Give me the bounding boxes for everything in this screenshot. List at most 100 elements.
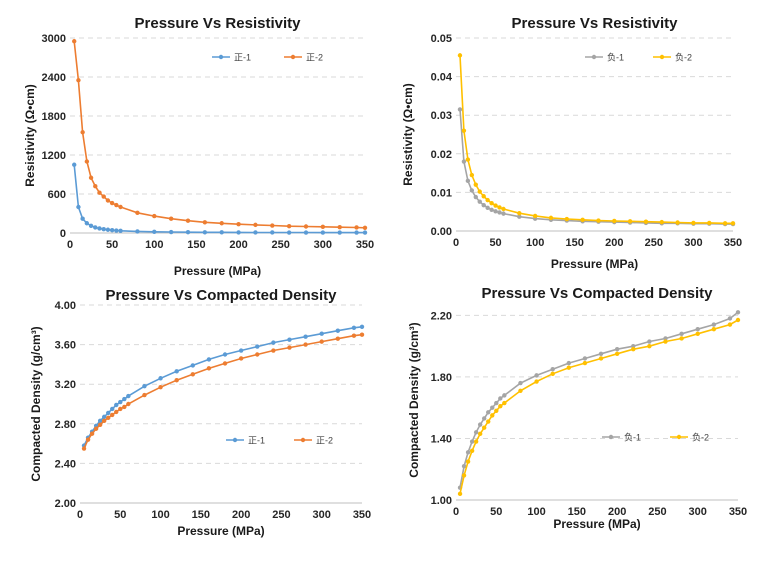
data-point bbox=[490, 413, 495, 418]
data-point bbox=[253, 230, 258, 235]
x-axis-label: Pressure (MPa) bbox=[551, 257, 638, 271]
data-point bbox=[518, 388, 523, 393]
data-point bbox=[319, 331, 324, 336]
series-0 bbox=[72, 162, 368, 235]
data-point bbox=[493, 209, 498, 214]
data-point bbox=[238, 348, 244, 353]
chart-br: 0 50 100 150 200 250 300 350 1.00 1.40 1.80 2.20 Pre… bbox=[407, 285, 747, 531]
y-tick-label: 1.80 bbox=[431, 372, 452, 384]
data-point bbox=[122, 404, 127, 410]
x-tick-label: 150 bbox=[192, 509, 210, 521]
data-point bbox=[359, 332, 365, 337]
x-tick-label: 150 bbox=[187, 239, 205, 251]
data-point bbox=[534, 379, 539, 384]
x-tick-label: 150 bbox=[568, 506, 586, 518]
data-point bbox=[477, 189, 482, 194]
data-point bbox=[72, 162, 77, 167]
data-point bbox=[72, 39, 77, 44]
data-point bbox=[643, 219, 649, 224]
data-point bbox=[498, 396, 503, 401]
data-point bbox=[185, 229, 191, 235]
y-tick-label: 2.20 bbox=[431, 310, 452, 322]
data-point bbox=[362, 230, 368, 235]
data-point bbox=[142, 392, 147, 398]
data-point bbox=[497, 210, 502, 215]
data-point bbox=[255, 352, 260, 357]
data-point bbox=[469, 448, 475, 453]
x-tick-label: 50 bbox=[114, 509, 126, 521]
data-point bbox=[174, 369, 179, 374]
x-tick-label: 300 bbox=[689, 506, 707, 518]
y-tick-label: 0.02 bbox=[431, 149, 452, 161]
data-point bbox=[722, 221, 728, 226]
data-point bbox=[663, 339, 668, 344]
data-point bbox=[494, 408, 499, 413]
data-point bbox=[727, 322, 733, 327]
data-point bbox=[287, 345, 292, 350]
data-point bbox=[114, 202, 119, 208]
data-point bbox=[110, 412, 115, 418]
data-point bbox=[647, 339, 652, 344]
data-point bbox=[465, 459, 471, 464]
data-point bbox=[80, 130, 85, 135]
legend-label: 正-1 bbox=[234, 53, 251, 63]
data-point bbox=[76, 78, 81, 83]
data-point bbox=[727, 316, 733, 321]
data-point bbox=[255, 344, 260, 349]
data-point bbox=[97, 418, 103, 424]
data-point bbox=[118, 204, 123, 210]
y-axis-label: Resistivity (Ω•cm) bbox=[23, 84, 37, 187]
y-tick-label: 2400 bbox=[42, 72, 66, 84]
data-point bbox=[461, 463, 467, 469]
y-tick-label: 2.40 bbox=[55, 458, 76, 470]
legend-label: 正-2 bbox=[306, 53, 323, 63]
data-point bbox=[114, 402, 119, 408]
data-point bbox=[730, 221, 736, 226]
data-point bbox=[461, 128, 467, 133]
data-point bbox=[185, 218, 191, 223]
data-point bbox=[126, 393, 131, 399]
data-point bbox=[190, 363, 195, 368]
series-line bbox=[83, 333, 363, 449]
data-point bbox=[534, 373, 539, 378]
data-point bbox=[109, 227, 115, 233]
y-axis-label: Compacted Density (g/cm³) bbox=[29, 326, 43, 481]
data-point bbox=[473, 194, 478, 200]
data-point bbox=[489, 201, 494, 206]
x-tick-label: 0 bbox=[453, 237, 459, 249]
y-tick-label: 3.20 bbox=[55, 379, 76, 391]
y-tick-label: 600 bbox=[48, 189, 66, 201]
data-point bbox=[105, 227, 111, 232]
data-point bbox=[320, 224, 326, 230]
data-point bbox=[501, 211, 506, 216]
data-point bbox=[550, 367, 555, 372]
data-point bbox=[469, 172, 475, 178]
data-point bbox=[303, 230, 309, 235]
data-point bbox=[481, 202, 486, 208]
data-point bbox=[84, 159, 90, 164]
data-point bbox=[493, 203, 498, 208]
data-point bbox=[337, 224, 342, 230]
data-point bbox=[286, 230, 292, 235]
y-tick-label: 0.05 bbox=[431, 33, 452, 45]
x-tick-label: 100 bbox=[151, 509, 169, 521]
series-1 bbox=[72, 39, 368, 230]
x-tick-label: 0 bbox=[67, 239, 73, 251]
data-point bbox=[695, 327, 700, 332]
data-point bbox=[236, 222, 241, 227]
data-point bbox=[532, 213, 538, 219]
data-point bbox=[598, 356, 604, 361]
legend-marker bbox=[608, 434, 614, 440]
data-point bbox=[287, 337, 292, 342]
data-point bbox=[627, 219, 633, 224]
data-point bbox=[114, 228, 119, 233]
x-tick-label: 200 bbox=[608, 506, 626, 518]
series-1 bbox=[457, 317, 741, 497]
data-point bbox=[303, 334, 308, 339]
data-point bbox=[158, 376, 163, 381]
data-point bbox=[109, 200, 115, 206]
data-point bbox=[485, 197, 490, 203]
x-tick-label: 300 bbox=[684, 237, 702, 249]
x-tick-label: 250 bbox=[645, 237, 663, 249]
